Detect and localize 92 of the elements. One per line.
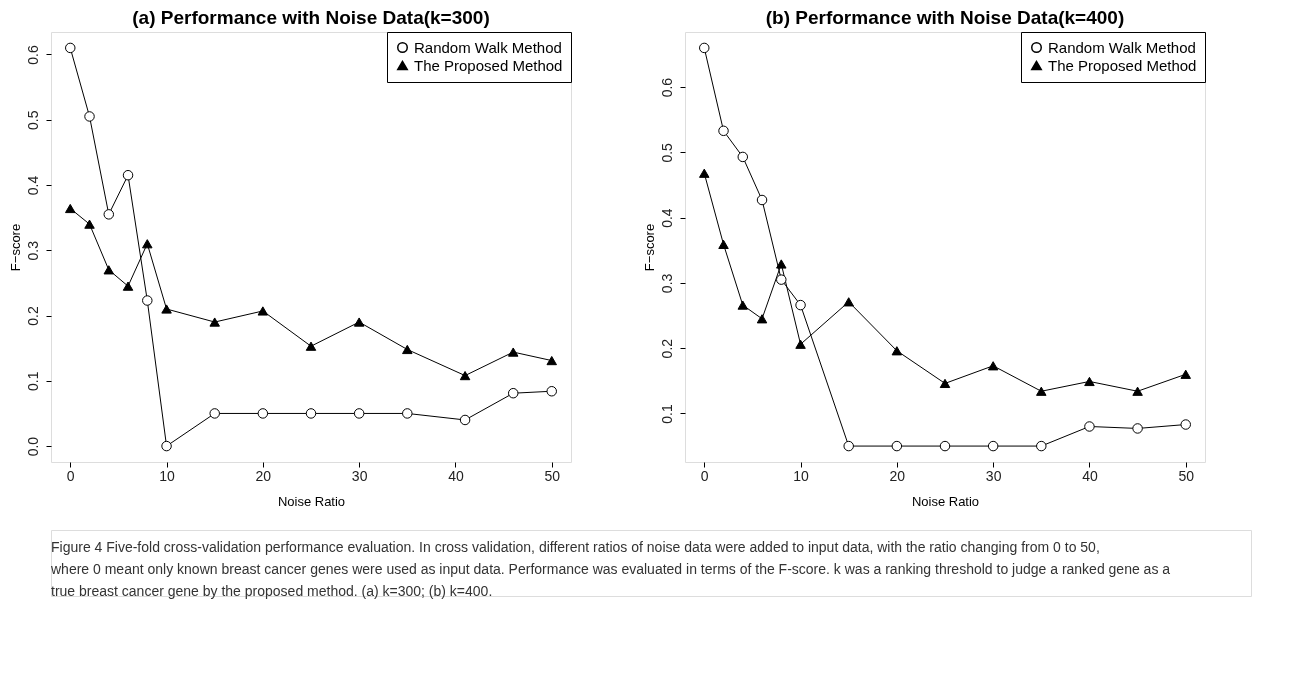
point: [546, 386, 557, 397]
y-tick-label: 0.4: [24, 175, 41, 196]
point: [122, 169, 134, 181]
x-tick-label: 0: [700, 467, 709, 484]
x-axis-title: Noise Ratio: [911, 493, 980, 509]
x-tick-label: 20: [255, 467, 272, 484]
point: [987, 440, 999, 452]
point: [305, 341, 317, 351]
x-tick-label: 20: [889, 467, 906, 484]
y-tick-label: 0.1: [24, 371, 41, 392]
point: [103, 265, 115, 275]
point: [507, 347, 519, 357]
point: [257, 306, 269, 316]
point: [507, 387, 519, 399]
legend-label: Random Walk Method: [1048, 38, 1196, 56]
point: [1084, 376, 1095, 387]
caption: Figure 4 Five-fold cross-validation performance evaluation. In cross validation, different ratios of noise data were added to input data, with the ratio changing from 0 to 50, where 0 meant only known breast cancer genes were used as input data. Performance was evaluated in terms of the F-score. k was a ranking threshold to judge a ranked gene as a true breast cancer gene by the proposed method. (a) k=300; (b) k=400.: [50, 539, 1171, 599]
x-tick-label: 0: [66, 467, 75, 484]
chart-title: (a) Performance with Noise Data(k=300): [132, 6, 490, 28]
point: [65, 203, 76, 214]
y-tick-label: 0.3: [24, 240, 41, 261]
legend-label: The Proposed Method: [1048, 56, 1197, 74]
point: [257, 408, 269, 419]
point: [718, 239, 729, 249]
y-tick-label: 0.4: [658, 208, 675, 228]
point: [161, 304, 172, 314]
y-tick-label: 0.1: [658, 404, 675, 424]
x-axis-title: Noise Ratio: [277, 493, 346, 509]
point: [795, 299, 806, 311]
y-tick-label: 0.5: [24, 110, 41, 130]
point: [103, 209, 115, 220]
point: [699, 42, 710, 54]
x-tick-label: 50: [1178, 467, 1195, 484]
point: [1132, 423, 1143, 434]
point: [1180, 419, 1191, 430]
x-tick-label: 30: [985, 467, 1002, 484]
y-tick-label: 0.0: [24, 436, 41, 457]
point: [1084, 421, 1095, 432]
point: [1132, 386, 1143, 396]
point: [65, 42, 76, 54]
point: [353, 317, 365, 327]
y-axis-title: F−score: [7, 223, 23, 272]
y-tick-label: 0.2: [24, 306, 41, 326]
point: [843, 440, 854, 452]
x-tick-label: 10: [793, 467, 810, 484]
x-tick-label: 40: [448, 467, 464, 484]
point: [1180, 369, 1191, 379]
point: [209, 317, 220, 327]
x-tick-label: 30: [351, 467, 368, 484]
y-tick-label: 0.3: [658, 273, 675, 294]
point: [84, 111, 95, 122]
y-tick-label: 0.6: [24, 45, 41, 65]
y-tick-label: 0.5: [658, 142, 675, 163]
x-tick-label: 40: [1082, 467, 1098, 484]
point: [756, 314, 768, 324]
point: [459, 414, 471, 426]
point: [891, 346, 903, 356]
point: [843, 297, 854, 307]
point: [939, 440, 951, 452]
point: [161, 440, 172, 452]
y-tick-label: 0.2: [658, 338, 675, 359]
y-tick-label: 0.6: [658, 77, 675, 98]
point: [122, 281, 134, 291]
point: [699, 168, 710, 178]
point: [459, 370, 471, 381]
point: [939, 378, 951, 389]
point: [142, 295, 153, 306]
point: [546, 355, 557, 366]
point: [84, 219, 95, 229]
point: [776, 259, 787, 269]
point: [987, 361, 999, 371]
point: [1036, 440, 1047, 452]
point: [305, 408, 317, 419]
point: [209, 408, 220, 419]
point: [776, 274, 787, 285]
point: [402, 344, 413, 355]
point: [402, 408, 413, 419]
chart-title: (b) Performance with Noise Data(k=400): [765, 6, 1125, 28]
legend-label: Random Walk Method: [414, 38, 562, 56]
point: [795, 339, 806, 349]
point: [737, 300, 749, 310]
point: [737, 151, 749, 163]
point: [756, 194, 768, 206]
y-axis-title: F−score: [641, 223, 657, 272]
point: [891, 440, 903, 452]
point: [142, 239, 153, 249]
x-tick-label: 50: [544, 467, 561, 484]
point: [718, 125, 729, 137]
point: [353, 408, 365, 419]
x-tick-label: 10: [159, 467, 176, 484]
point: [1036, 386, 1047, 396]
legend-label: The Proposed Method: [414, 56, 563, 74]
